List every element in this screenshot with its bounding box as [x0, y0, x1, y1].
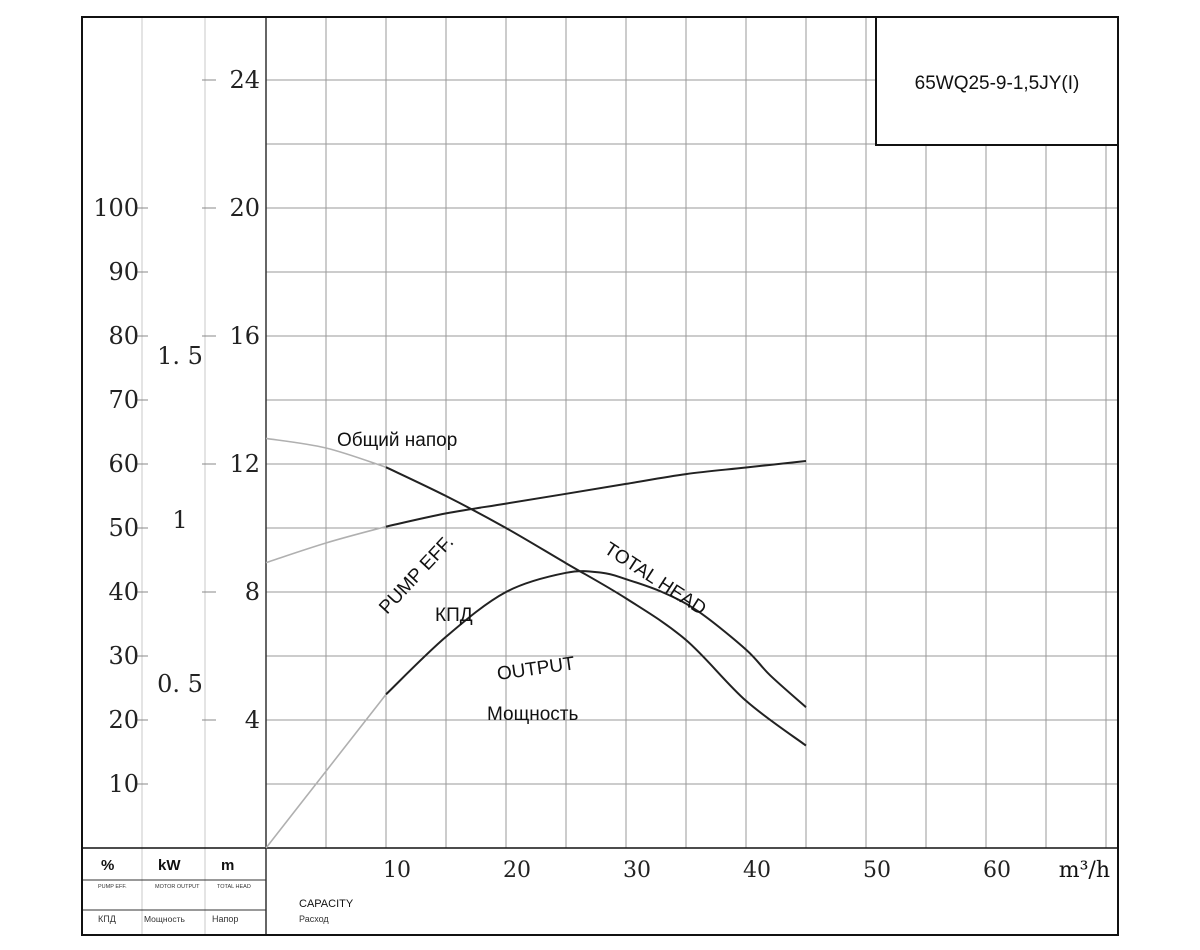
- head-tick-label: 12: [229, 450, 260, 478]
- eff-tick-label: 10: [108, 770, 139, 798]
- x-tick-label: 10: [383, 858, 411, 883]
- power-label-ru: Мощность: [144, 914, 185, 924]
- power-label-en: MOTOR OUTPUT: [155, 884, 200, 890]
- power-tick-label: 1. 5: [157, 342, 203, 370]
- eff-label-ru: КПД: [98, 914, 116, 924]
- eff-tick-label: 60: [108, 450, 139, 478]
- eff-tick-label: 30: [108, 642, 139, 670]
- pump-eff-curve: [385, 570, 807, 708]
- eff-tick-label: 20: [108, 706, 139, 734]
- x-tick-label: 50: [863, 858, 891, 883]
- capacity-label-en: CAPACITY: [299, 898, 354, 910]
- pump-eff-curve-extension: [265, 693, 387, 849]
- series-label-output-ru: Мощность: [487, 704, 579, 725]
- head-tick-label: 16: [229, 322, 260, 350]
- chart-frame: [81, 16, 1119, 936]
- eff-tick-label: 40: [108, 578, 139, 606]
- eff-tick-label: 80: [108, 322, 139, 350]
- power-unit-label: kW: [158, 857, 181, 874]
- total-head-curve: [385, 466, 807, 747]
- x-tick-label: 60: [983, 858, 1011, 883]
- eff-tick-label: 90: [108, 258, 139, 286]
- power-tick-label: 1: [172, 506, 187, 534]
- series-label-eff-ru: КПД: [435, 605, 473, 626]
- x-tick-label: 40: [743, 858, 771, 883]
- eff-unit-label: %: [101, 857, 114, 874]
- power-tick-label: 0. 5: [157, 670, 203, 698]
- model-label: 65WQ25-9-1,5JY(I): [915, 73, 1080, 94]
- series-label-head-en: TOTAL HEAD: [600, 539, 709, 620]
- output-curve-extension: [265, 525, 387, 564]
- x-tick-label: 20: [503, 858, 531, 883]
- head-tick-label: 8: [245, 578, 260, 606]
- eff-label-en: PUMP EFF.: [98, 884, 127, 890]
- eff-tick-label: 70: [108, 386, 139, 414]
- model-label-box: [875, 16, 1119, 146]
- grid-lines: [136, 17, 1118, 935]
- capacity-label-ru: Расход: [299, 914, 329, 924]
- head-tick-label: 20: [229, 194, 260, 222]
- head-unit-label: m: [221, 857, 234, 874]
- head-label-ru: Напор: [212, 914, 238, 924]
- outer-border: [81, 16, 1119, 936]
- output-curve: [385, 460, 807, 528]
- eff-tick-label: 50: [108, 514, 139, 542]
- eff-tick-label: 100: [93, 194, 139, 222]
- x-tick-label: 30: [623, 858, 651, 883]
- series-label-output-en: OUTPUT: [496, 653, 577, 685]
- x-axis-unit: m³/h: [1059, 858, 1110, 883]
- series-lines: [265, 437, 807, 849]
- series-label-head-ru: Общий напор: [337, 430, 457, 451]
- total-head-curve-extension: [265, 437, 387, 468]
- head-tick-label: 4: [245, 706, 260, 734]
- axis-tick-labels: 10 20 30 40 50 60 70 80 90 100 0. 5 1 1. 5 4 8 12 16 20 24…: [93, 66, 1011, 883]
- head-label-en: TOTAL HEAD: [217, 884, 251, 890]
- head-tick-label: 24: [229, 66, 260, 94]
